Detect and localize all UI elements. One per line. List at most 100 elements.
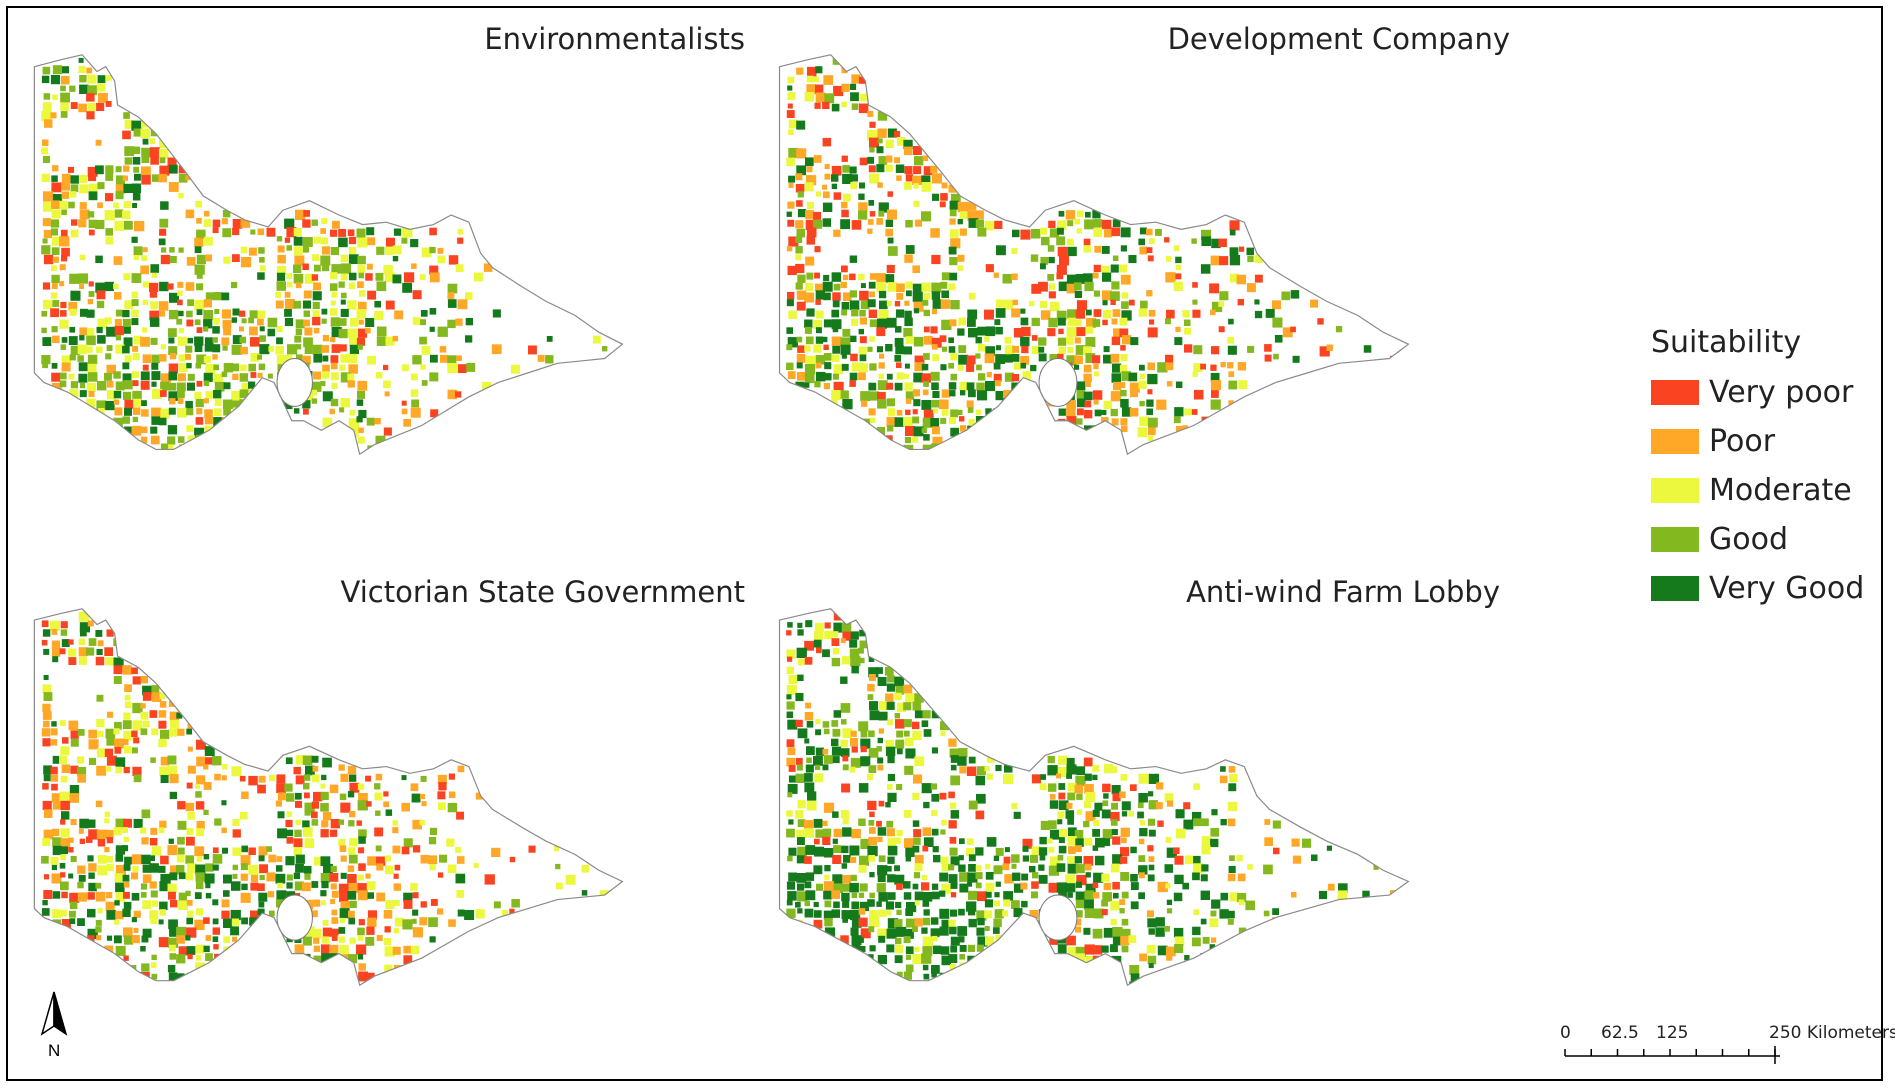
suitability-cell [1120,847,1130,857]
suitability-cell [338,229,347,237]
suitability-cell [52,65,62,75]
suitability-cell [896,748,903,755]
suitability-cell [1165,354,1174,363]
suitability-cell [186,927,197,938]
suitability-cell [122,874,130,882]
suitability-cell [131,935,140,944]
suitability-cell [51,182,62,193]
suitability-cell [815,84,824,93]
suitability-cell [1057,811,1065,819]
suitability-cell [1049,829,1060,840]
suitability-cell [1119,317,1128,326]
suitability-cell [131,299,139,307]
suitability-cell [806,236,816,245]
suitability-cell [50,856,59,865]
suitability-cell [1056,236,1066,246]
suitability-cell [986,755,995,763]
suitability-cell [42,155,50,163]
suitability-cell [276,272,286,281]
suitability-cell [894,337,904,347]
suitability-cell [302,246,310,253]
suitability-cell [384,946,395,957]
port-phillip-bay [276,358,313,407]
suitability-cell [1075,864,1085,874]
suitability-cell [383,380,391,389]
suitability-cell [950,764,957,771]
suitability-cell [347,380,355,388]
suitability-cell [421,801,427,807]
suitability-cell [966,901,977,912]
suitability-cell [131,236,138,243]
suitability-cell [170,719,179,729]
suitability-cell [878,800,885,807]
suitability-cell [457,237,464,244]
suitability-cell [1040,774,1046,780]
suitability-cell [1004,874,1014,884]
suitability-cell [995,354,1006,364]
suitability-cell [277,254,286,264]
suitability-cell [949,200,959,210]
suitability-cell [357,935,364,941]
suitability-cell [186,828,194,835]
suitability-cell [88,739,99,750]
suitability-cell [806,227,817,238]
suitability-cell [1020,362,1027,369]
suitability-cell [185,345,193,353]
suitability-cell [374,827,384,837]
suitability-cell [339,944,349,955]
suitability-cell [831,309,840,318]
suitability-cell [104,847,110,853]
suitability-cell [858,346,867,355]
suitability-cell [912,701,922,711]
suitability-cell [797,209,807,218]
suitability-cell [877,737,883,744]
suitability-cell [1147,918,1157,928]
suitability-cell [858,202,868,212]
suitability-cell [115,381,125,391]
suitability-cell [212,927,220,935]
suitability-cell [843,292,852,301]
legend-swatch [1651,429,1699,454]
suitability-cell [1110,766,1118,773]
suitability-cell [231,344,242,355]
suitability-cell [786,694,792,700]
suitability-cell [437,872,444,878]
suitability-cell [213,292,222,301]
suitability-cell [131,425,142,436]
suitability-cell [205,935,212,941]
suitability-cell [350,318,359,327]
suitability-cell [358,847,365,854]
suitability-cell [466,362,476,372]
suitability-cell [1101,909,1108,916]
suitability-cell [869,147,875,153]
victoria-map-development-company [778,54,1410,456]
suitability-cell [232,373,239,380]
suitability-cell [795,254,802,261]
suitability-cell [903,373,909,379]
suitability-cell [1094,409,1102,417]
suitability-cell [822,764,829,771]
suitability-cell [493,901,501,909]
suitability-cell [904,166,913,175]
suitability-cell [151,416,160,425]
suitability-cell [329,829,338,837]
suitability-cell [158,827,165,834]
suitability-cell [322,927,332,937]
suitability-cell [95,346,103,354]
suitability-cell [797,819,806,828]
suitability-cell [921,982,929,986]
suitability-cell [1029,865,1036,873]
suitability-cell [985,864,991,870]
suitability-cell [886,910,892,916]
suitability-cell [976,944,984,952]
suitability-cell [375,272,384,281]
suitability-cell [286,874,293,881]
suitability-cell [788,674,798,685]
suitability-cell [213,317,220,325]
suitability-cell [894,157,900,164]
suitability-cell [959,872,969,882]
suitability-cell [923,166,933,176]
suitability-cell [106,837,113,844]
suitability-cell [1075,309,1085,319]
suitability-cell [905,954,911,960]
